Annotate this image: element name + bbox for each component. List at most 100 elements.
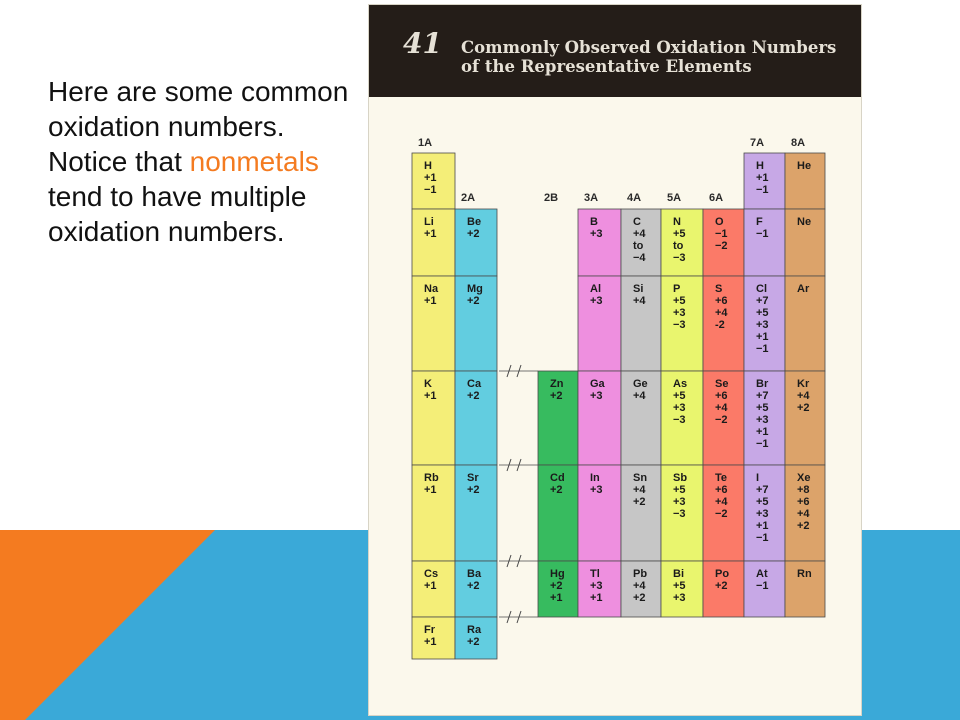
oxidation-number: +4 <box>715 402 728 414</box>
group-label-3a: 3A <box>584 192 598 204</box>
element-cell-na-1a: Na+1 <box>411 275 456 372</box>
group-label-2a: 2A <box>461 192 475 204</box>
element-symbol: Ge <box>633 378 648 390</box>
oxidation-number: +2 <box>550 484 563 496</box>
oxidation-number: +3 <box>673 402 686 414</box>
element-symbol: Kr <box>797 378 810 390</box>
oxidation-number: +1 <box>424 390 437 402</box>
element-cell-ca-2a: Ca+2 <box>454 370 498 466</box>
element-cell-pb-4a: Pb+4+2 <box>620 560 662 618</box>
break-mark <box>516 610 522 624</box>
element-cell-cs-1a: Cs+1 <box>411 560 456 618</box>
element-cell-bg <box>702 208 745 277</box>
oxidation-number: +4 <box>633 580 646 592</box>
oxidation-number: +8 <box>797 484 810 496</box>
element-symbol: Ar <box>797 283 810 295</box>
oxidation-number: +2 <box>797 402 810 414</box>
element-cell-po-6a: Po+2 <box>702 560 745 618</box>
element-cell-f-7a: F−1 <box>743 208 786 277</box>
element-cell-sn-4a: Sn+4+2 <box>620 464 662 562</box>
oxidation-number: +5 <box>673 580 686 592</box>
element-symbol: Be <box>467 216 481 228</box>
element-cell-xe-8a: Xe+8+6+4+2 <box>784 464 826 562</box>
element-symbol: Rb <box>424 472 439 484</box>
element-cell-bg <box>743 208 786 277</box>
element-cell-b-3a: B+3 <box>577 208 622 277</box>
element-symbol: Na <box>424 283 439 295</box>
oxidation-number: +4 <box>633 228 646 240</box>
element-cell-bg <box>620 208 662 277</box>
element-symbol: H <box>424 160 432 172</box>
oxidation-number: −3 <box>673 414 686 426</box>
oxidation-number: −3 <box>673 252 686 264</box>
break-mark <box>506 458 512 472</box>
slide-body-text: Here are some common oxidation numbers. … <box>48 74 358 249</box>
element-cell-zn-2b: Zn+2 <box>537 370 579 466</box>
element-cell-bg <box>537 560 579 618</box>
oxidation-number: −3 <box>673 508 686 520</box>
break-mark <box>506 364 512 378</box>
element-cell-tl-3a: Tl+3+1 <box>577 560 622 618</box>
oxidation-number: +1 <box>756 331 769 343</box>
oxidation-number: +1 <box>424 295 437 307</box>
element-cell-bg <box>660 208 704 277</box>
group-label-8a: 8A <box>791 137 805 149</box>
element-cell-bg <box>702 275 745 372</box>
oxidation-number: −1 <box>756 228 769 240</box>
oxidation-number: −1 <box>756 343 769 355</box>
oxidation-number: +5 <box>673 295 686 307</box>
element-cell-bg <box>620 560 662 618</box>
element-symbol: I <box>756 472 759 484</box>
oxidation-number: +6 <box>715 295 728 307</box>
element-cell-rn-8a: Rn <box>784 560 826 618</box>
element-cell-kr-8a: Kr+4+2 <box>784 370 826 466</box>
element-symbol: Al <box>590 283 601 295</box>
periodic-table: 1AH+1−1Li+1Na+1K+1Rb+1Cs+1Fr+12ABe+2Mg+2… <box>411 137 826 660</box>
element-symbol: He <box>797 160 811 172</box>
element-symbol: Ca <box>467 378 482 390</box>
element-cell-in-3a: In+3 <box>577 464 622 562</box>
group-label-4a: 4A <box>627 192 641 204</box>
oxidation-number: +4 <box>797 508 810 520</box>
element-cell-bg <box>411 152 456 210</box>
element-symbol: Sr <box>467 472 479 484</box>
element-cell-li-1a: Li+1 <box>411 208 456 277</box>
element-cell-bg <box>454 560 498 618</box>
element-cell-bg <box>537 464 579 562</box>
oxidation-number: +2 <box>797 520 810 532</box>
oxidation-number: +4 <box>797 390 810 402</box>
oxidation-number: +1 <box>424 228 437 240</box>
element-cell-rb-1a: Rb+1 <box>411 464 456 562</box>
element-cell-bg <box>743 275 786 372</box>
element-cell-s-6a: S+6+4-2 <box>702 275 745 372</box>
element-cell-bg <box>620 275 662 372</box>
nonmetals-highlight: nonmetals <box>189 146 319 177</box>
oxidation-number: +6 <box>715 390 728 402</box>
group-label-7a: 7A <box>750 137 764 149</box>
element-symbol: As <box>673 378 687 390</box>
oxidation-number: +3 <box>673 592 686 604</box>
element-symbol: C <box>633 216 641 228</box>
element-cell-bg <box>784 464 826 562</box>
element-cell-bg <box>411 616 456 660</box>
element-cell-sr-2a: Sr+2 <box>454 464 498 562</box>
oxidation-number: +5 <box>673 228 686 240</box>
element-cell-ba-2a: Ba+2 <box>454 560 498 618</box>
element-cell-bg <box>784 152 826 210</box>
oxidation-number: +7 <box>756 390 769 402</box>
element-cell-bg <box>620 464 662 562</box>
element-cell-bg <box>411 560 456 618</box>
element-cell-bg <box>784 275 826 372</box>
oxidation-number: +2 <box>550 390 563 402</box>
element-symbol: P <box>673 283 680 295</box>
oxidation-number: +2 <box>633 496 646 508</box>
element-symbol: Tl <box>590 568 600 580</box>
element-cell-bg <box>784 370 826 466</box>
element-symbol: Zn <box>550 378 564 390</box>
oxidation-number: +2 <box>715 580 728 592</box>
oxidation-number: +5 <box>756 402 769 414</box>
element-cell-bg <box>411 208 456 277</box>
element-symbol: N <box>673 216 681 228</box>
figure-header: 41 Commonly Observed Oxidation Numbers o… <box>369 5 861 97</box>
element-cell-sb-5a: Sb+5+3−3 <box>660 464 704 562</box>
